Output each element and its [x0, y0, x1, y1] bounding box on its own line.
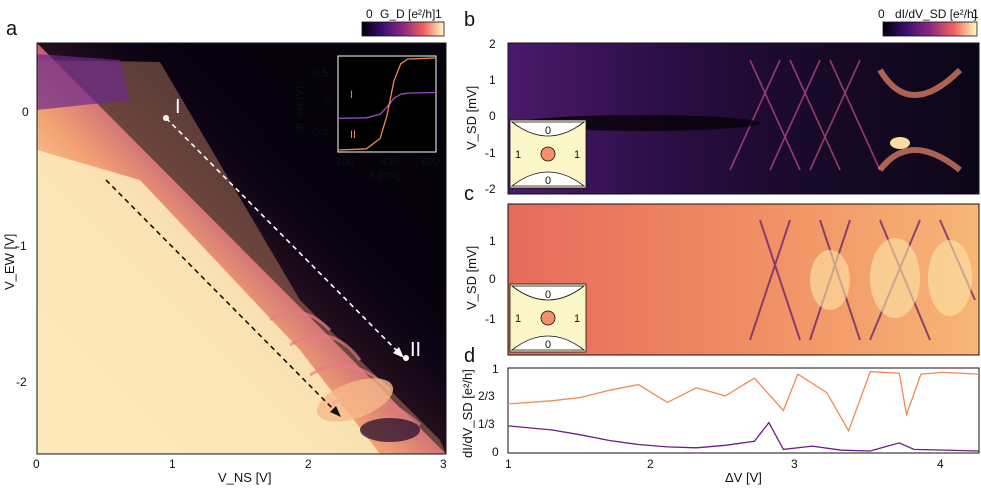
- panel-a-xlabel: V_NS [V]: [218, 470, 271, 485]
- panel-d-xtick: 3: [791, 457, 798, 471]
- inset-xtick: 600: [421, 156, 439, 168]
- panel-d-ytick: 1: [492, 362, 499, 376]
- schematic-b-right: 1: [574, 149, 580, 161]
- schematic-b-bottom: 0: [545, 175, 551, 187]
- panel-a-marker-II: II: [410, 339, 421, 361]
- panel-a-ytick: 0: [22, 105, 29, 119]
- panel-a-frame: [36, 42, 447, 455]
- panel-b-ytick: 0: [489, 109, 496, 123]
- panel-d-xtick: 1: [505, 457, 512, 471]
- panel-a-y-axis: 0 -1 -2 V_EW [V]: [2, 105, 29, 389]
- schematic-c-bottom: 0: [545, 339, 551, 351]
- panel-b-ytick: 1: [489, 73, 496, 87]
- series-line-1: [507, 421, 980, 452]
- panel-a-colorbar-label: G_D [e²/h]: [380, 7, 435, 21]
- panel-b-frame: [507, 42, 980, 195]
- panel-c-ytick: 0: [489, 272, 496, 286]
- panel-a-colorbar-min: 0: [366, 7, 373, 21]
- panel-d-ylabel: dI/dV_SD [e²/h]: [460, 369, 475, 458]
- inset-xtick: 400: [380, 156, 398, 168]
- panel-a-letter: a: [6, 18, 18, 40]
- panel-d-ytick: 1/3: [478, 417, 495, 431]
- panel-c-schematic: 0 0 1 1: [509, 283, 587, 353]
- panel-d-y-axis: 1 2/3 1/3 0 dI/dV_SD [e²/h]: [460, 362, 499, 459]
- panel-d-letter: d: [464, 345, 475, 367]
- panel-d-series: [507, 370, 980, 452]
- panel-a-colorbar: [361, 21, 445, 37]
- panel-c-ytick: -1: [485, 312, 496, 326]
- panel-a-colorbar-max: 1: [435, 7, 442, 21]
- panel-b-y-axis: 2 1 0 -1 -2 V_SD [mV]: [464, 37, 496, 196]
- panel-a-start-dot: [163, 115, 169, 121]
- panel-b-colorbar: [882, 21, 978, 37]
- panel-b-colorbar-min: 0: [878, 7, 885, 21]
- panel-b-ytick: -1: [485, 146, 496, 160]
- series-line-1: [338, 57, 436, 151]
- panel-a-xtick: 2: [305, 457, 312, 471]
- schematic-b-left: 1: [515, 149, 521, 161]
- inset-ytick: 0: [325, 97, 331, 109]
- inset-label-I: I: [350, 89, 353, 101]
- panel-a-inset-frame: [337, 55, 437, 153]
- inset-xtick: 100: [336, 156, 354, 168]
- panel-d-xlabel: ΔV [V]: [725, 470, 762, 485]
- panel-a-black-arrowhead: [330, 406, 341, 417]
- panel-c-letter: c: [464, 183, 474, 205]
- series-line-0: [338, 91, 436, 120]
- panel-a-inset: I II 0.5 0 -0.5 100 400 600 x [nm] Φ_ext…: [294, 55, 439, 181]
- panel-a-xtick: 3: [440, 457, 447, 471]
- panel-d-xtick: 4: [937, 457, 944, 471]
- panel-a-marker-I: I: [175, 96, 181, 118]
- inset-xlabel: x [nm]: [370, 169, 400, 181]
- panel-a-xtick: 0: [33, 457, 40, 471]
- panel-b-letter: b: [464, 9, 475, 31]
- panel-c-y-axis: 1 0 -1 V_SD [mV]: [464, 234, 496, 326]
- panel-c-ylabel: V_SD [mV]: [464, 246, 479, 310]
- panel-a-black-arrow: [105, 179, 339, 415]
- schematic-c-right: 1: [574, 313, 580, 325]
- inset-ytick: -0.5: [310, 126, 329, 138]
- panel-a-end-dot: [403, 355, 409, 361]
- schematic-b-top: 0: [545, 125, 551, 137]
- panel-a-white-arrow: [165, 117, 403, 357]
- panel-a-ylabel: V_EW [V]: [2, 234, 17, 290]
- panel-a-ytick: -2: [16, 375, 27, 389]
- inset-label-II: II: [350, 129, 356, 141]
- panel-b-ylabel: V_SD [mV]: [464, 86, 479, 150]
- panel-d-x-axis: 1 2 3 4 ΔV [V]: [505, 457, 944, 485]
- panel-d-ytick: 0: [492, 445, 499, 459]
- panel-c-ytick: 1: [489, 234, 496, 248]
- panel-a-ytick: -1: [16, 239, 27, 253]
- panel-b-ytick: -2: [485, 182, 496, 196]
- inset-ylabel: Φ_ext [V]: [294, 86, 306, 132]
- series-line-0: [507, 370, 980, 433]
- panel-c-frame: [507, 203, 980, 356]
- panel-a-white-arrowhead: [393, 347, 404, 358]
- panel-a-xtick: 1: [169, 457, 176, 471]
- schematic-c-left: 1: [515, 313, 521, 325]
- panel-b-schematic: 0 0 1 1: [509, 119, 587, 189]
- panel-d-xtick: 2: [647, 457, 654, 471]
- panel-a-x-axis: 0 1 2 3 V_NS [V]: [33, 457, 447, 485]
- inset-series: [338, 57, 436, 151]
- panel-d-ytick: 2/3: [478, 389, 495, 403]
- inset-ytick: 0.5: [313, 68, 328, 80]
- panel-b-colorbar-label: dI/dV_SD [e²/h]: [895, 7, 977, 21]
- panel-b-ytick: 2: [489, 37, 496, 51]
- panel-c-heatmap: [508, 204, 979, 355]
- panel-b-colorbar-max: 1: [972, 7, 979, 21]
- schematic-c-top: 0: [545, 289, 551, 301]
